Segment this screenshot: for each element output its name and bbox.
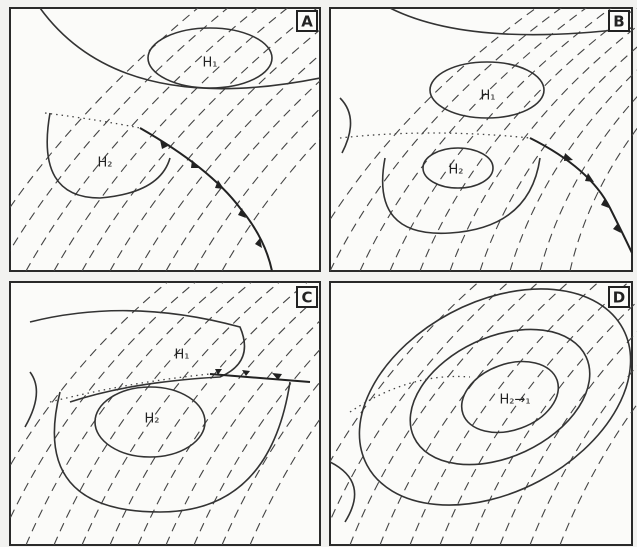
panel-label: A <box>301 13 313 31</box>
high-label: H₁ <box>481 89 496 104</box>
high-label: H₂ <box>98 156 113 171</box>
high-label: H₂ <box>145 412 160 427</box>
panel-d: D H₂→₁ <box>290 245 637 547</box>
figure: A H₁ H₂ B H₁ H₂ C H₁ H₂ D <box>0 0 637 547</box>
panel-frame <box>330 282 632 545</box>
panel-b: B H₁ H₂ <box>300 0 637 271</box>
panel-frame <box>330 8 632 271</box>
high-label: H₁ <box>175 348 190 363</box>
panel-label: B <box>613 13 624 31</box>
high-label: H₁ <box>203 56 218 71</box>
panel-label: D <box>613 289 625 307</box>
panel-frame <box>10 8 320 271</box>
high-label: H₂ <box>449 163 464 178</box>
high-label: H₂→₁ <box>499 393 530 408</box>
panel-label: C <box>301 289 312 307</box>
